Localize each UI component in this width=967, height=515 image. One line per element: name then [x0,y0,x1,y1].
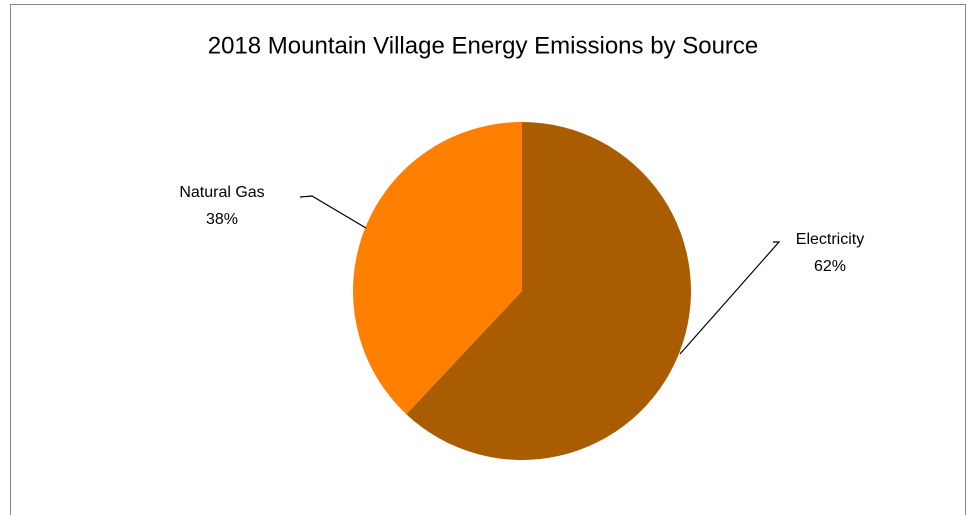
pie-slice [406,122,692,461]
leader-line [679,241,781,355]
chart-title: 2018 Mountain Village Energy Emissions b… [208,32,759,59]
slice-value: 38% [206,211,238,228]
pie-slice [353,122,522,415]
leader-line [299,195,367,229]
slice-value: 62% [814,258,846,275]
slice-label: Natural Gas [179,184,264,201]
slice-label: Electricity [796,231,864,248]
